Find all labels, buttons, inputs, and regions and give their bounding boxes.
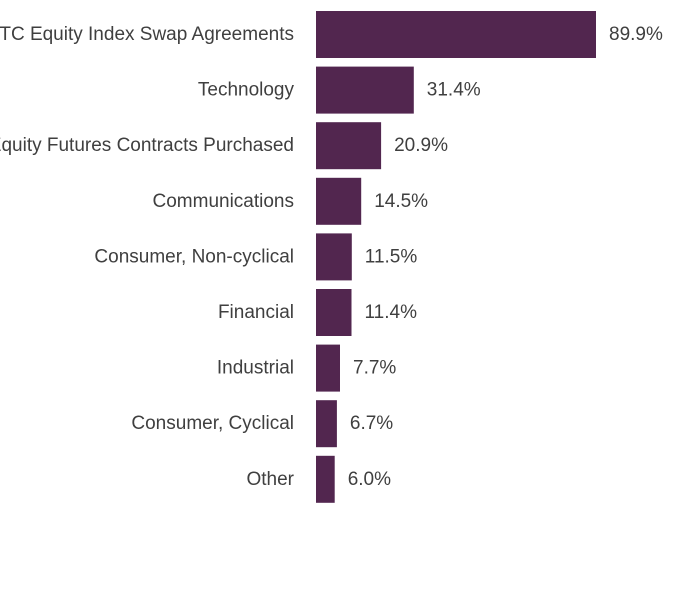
- value-label: 11.4%: [365, 302, 418, 323]
- category-label: Financial: [218, 302, 294, 323]
- value-label: 89.9%: [609, 24, 663, 45]
- value-label: 20.9%: [394, 135, 448, 156]
- category-label: Communications: [153, 191, 295, 212]
- bar: [316, 66, 414, 114]
- bar: [316, 455, 335, 503]
- category-labels-group: OTC Equity Index Swap Agreements Technolo…: [0, 24, 295, 490]
- category-label: Technology: [198, 80, 295, 101]
- category-label: Consumer, Cyclical: [131, 413, 294, 434]
- category-label: Consumer, Non-cyclical: [94, 246, 294, 267]
- bar: [316, 177, 362, 225]
- category-label: Industrial: [217, 358, 294, 379]
- category-label: OTC Equity Index Swap Agreements: [0, 24, 294, 45]
- bar: [316, 344, 340, 392]
- value-label: 6.0%: [348, 469, 391, 490]
- bar: [316, 289, 352, 336]
- value-label: 7.7%: [353, 358, 396, 379]
- value-label: 31.4%: [427, 80, 481, 101]
- bar: [316, 400, 337, 448]
- category-label: Equity Futures Contracts Purchased: [0, 135, 294, 156]
- bar: [316, 11, 596, 58]
- bars-group: [316, 11, 596, 503]
- bar: [316, 233, 352, 281]
- value-label: 14.5%: [374, 191, 428, 212]
- category-label: Other: [246, 469, 294, 490]
- bar: [316, 122, 382, 170]
- value-label: 11.5%: [365, 246, 418, 267]
- value-labels-group: 89.9% 31.4% 20.9% 14.5% 11.5% 11.4% 7.7% 6.7% 6.…: [348, 24, 663, 490]
- value-label: 6.7%: [350, 413, 393, 434]
